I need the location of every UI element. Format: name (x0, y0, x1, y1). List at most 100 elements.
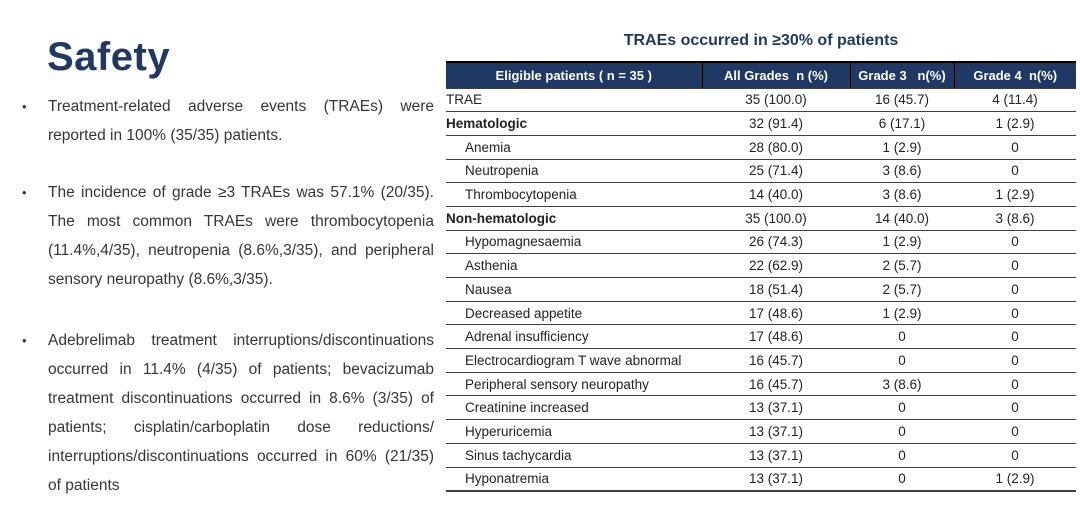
col-header-all-grades: All Grades n (%) (701, 61, 850, 89)
cell-all-grades: 18 (51.4) (702, 277, 850, 302)
cell-grade4: 1 (2.9) (954, 182, 1076, 207)
cell-all-grades: 35 (100.0) (702, 88, 850, 113)
cell-grade3: 1 (2.9) (850, 230, 954, 255)
cell-grade4: 1 (2.9) (954, 467, 1076, 492)
table-row: TRAE 35 (100.0) 16 (45.7) 4 (11.4) (446, 88, 1076, 113)
table-row: Hyperuricemia 13 (37.1) 0 0 (446, 419, 1076, 444)
cell-grade4: 0 (954, 277, 1076, 302)
cell-grade4: 4 (11.4) (954, 88, 1076, 113)
cell-grade4: 0 (954, 230, 1076, 255)
table-row: Nausea 18 (51.4) 2 (5.7) 0 (446, 277, 1076, 302)
row-label: Hyperuricemia (446, 419, 702, 444)
cell-all-grades: 17 (48.6) (702, 301, 850, 326)
row-label: Nausea (446, 277, 702, 302)
bullet-item: • Treatment-related adverse events (TRAE… (22, 92, 434, 150)
col-header-grade4: Grade 4 n(%) (953, 61, 1076, 89)
cell-all-grades: 13 (37.1) (702, 443, 850, 468)
cell-all-grades: 13 (37.1) (702, 467, 850, 492)
cell-grade4: 0 (954, 253, 1076, 278)
cell-grade3: 3 (8.6) (850, 372, 954, 397)
row-label: Sinus tachycardia (446, 443, 702, 468)
row-label: Adrenal insufficiency (446, 324, 702, 350)
bullet-icon: • (22, 333, 27, 348)
cell-grade3: 6 (17.1) (850, 111, 954, 136)
cell-grade3: 1 (2.9) (850, 135, 954, 160)
cell-all-grades: 32 (91.4) (702, 111, 850, 136)
row-label: TRAE (446, 88, 702, 113)
cell-grade3: 14 (40.0) (850, 206, 954, 231)
trae-table-body: TRAE 35 (100.0) 16 (45.7) 4 (11.4) Hematolog… (446, 88, 1076, 492)
cell-grade3: 3 (8.6) (850, 182, 954, 207)
table-row: Sinus tachycardia 13 (37.1) 0 0 (446, 443, 1076, 468)
cell-grade4: 0 (954, 443, 1076, 468)
col-header-eligible-patients: Eligible patients ( n = 35 ) (446, 61, 702, 89)
row-label: Hyponatremia (446, 467, 702, 492)
cell-grade3: 2 (5.7) (850, 253, 954, 278)
row-label: Hematologic (446, 111, 702, 136)
table-row: Neutropenia 25 (71.4) 3 (8.6) 0 (446, 159, 1076, 184)
cell-grade4: 0 (954, 159, 1076, 184)
bullet-icon: • (22, 99, 27, 114)
cell-grade3: 0 (850, 443, 954, 468)
cell-all-grades: 14 (40.0) (702, 182, 850, 207)
bullet-text-grade3-incidence: The incidence of grade ≥3 TRAEs was 57.1… (48, 184, 434, 288)
cell-grade4: 1 (2.9) (954, 111, 1076, 136)
cell-grade4: 0 (954, 395, 1076, 421)
cell-grade4: 0 (954, 372, 1076, 397)
cell-all-grades: 13 (37.1) (702, 419, 850, 444)
bullet-list: • Treatment-related adverse events (TRAE… (22, 92, 434, 500)
table-row: Asthenia 22 (62.9) 2 (5.7) 0 (446, 253, 1076, 278)
cell-grade3: 0 (850, 395, 954, 421)
table-row: Adrenal insufficiency 17 (48.6) 0 0 (446, 324, 1076, 350)
cell-all-grades: 17 (48.6) (702, 324, 850, 350)
table-row: Hypomagnesaemia 26 (74.3) 1 (2.9) 0 (446, 230, 1076, 255)
bullet-text-treatment-modifications: Adebrelimab treatment interruptions/disc… (48, 332, 434, 494)
cell-grade4: 0 (954, 348, 1076, 373)
cell-grade3: 3 (8.6) (850, 159, 954, 184)
bullet-item: • Adebrelimab treatment interruptions/di… (22, 326, 434, 500)
cell-grade3: 0 (850, 348, 954, 373)
row-label: Non-hematologic (446, 206, 702, 231)
row-label: Asthenia (446, 253, 702, 278)
row-label: Hypomagnesaemia (446, 230, 702, 255)
cell-grade4: 0 (954, 135, 1076, 160)
cell-grade4: 0 (954, 301, 1076, 326)
table-row: Hematologic 32 (91.4) 6 (17.1) 1 (2.9) (446, 111, 1076, 136)
cell-grade4: 0 (954, 324, 1076, 350)
table-row: Electrocardiogram T wave abnormal 16 (45.… (446, 348, 1076, 373)
cell-all-grades: 16 (45.7) (702, 372, 850, 397)
bullet-text-traes-reported: Treatment-related adverse events (TRAEs)… (48, 98, 434, 144)
table-header-row: Eligible patients ( n = 35 ) All Grades … (446, 61, 1076, 89)
cell-grade3: 0 (850, 419, 954, 444)
cell-grade4: 0 (954, 419, 1076, 444)
cell-all-grades: 13 (37.1) (702, 395, 850, 421)
cell-all-grades: 25 (71.4) (702, 159, 850, 184)
table-header: Eligible patients ( n = 35 ) All Grades … (446, 61, 1076, 89)
cell-all-grades: 35 (100.0) (702, 206, 850, 231)
table-row: Creatinine increased 13 (37.1) 0 0 (446, 395, 1076, 421)
trae-table-panel: TRAEs occurred in ≥30% of patients Eligi… (446, 30, 1076, 492)
row-label: Anemia (446, 135, 702, 160)
cell-grade3: 0 (850, 324, 954, 350)
table-row: Peripheral sensory neuropathy 16 (45.7) 3 … (446, 372, 1076, 397)
col-header-grade3: Grade 3 n(%) (849, 61, 954, 89)
trae-table: Eligible patients ( n = 35 ) All Grades … (446, 61, 1076, 492)
cell-all-grades: 16 (45.7) (702, 348, 850, 373)
row-label: Neutropenia (446, 159, 702, 184)
cell-all-grades: 28 (80.0) (702, 135, 850, 160)
cell-all-grades: 22 (62.9) (702, 253, 850, 278)
table-row: Non-hematologic 35 (100.0) 14 (40.0) 3 (8.6… (446, 206, 1076, 231)
table-row: Anemia 28 (80.0) 1 (2.9) 0 (446, 135, 1076, 160)
bullet-icon: • (22, 185, 27, 200)
cell-grade3: 2 (5.7) (850, 277, 954, 302)
page-title: Safety (47, 35, 171, 79)
bullet-item: • The incidence of grade ≥3 TRAEs was 57… (22, 178, 434, 294)
cell-grade3: 1 (2.9) (850, 301, 954, 326)
table-row: Thrombocytopenia 14 (40.0) 3 (8.6) 1 (2.9) (446, 182, 1076, 207)
cell-grade3: 0 (850, 467, 954, 492)
row-label: Thrombocytopenia (446, 182, 702, 207)
cell-grade3: 16 (45.7) (850, 88, 954, 113)
row-label: Creatinine increased (446, 395, 702, 421)
cell-all-grades: 26 (74.3) (702, 230, 850, 255)
